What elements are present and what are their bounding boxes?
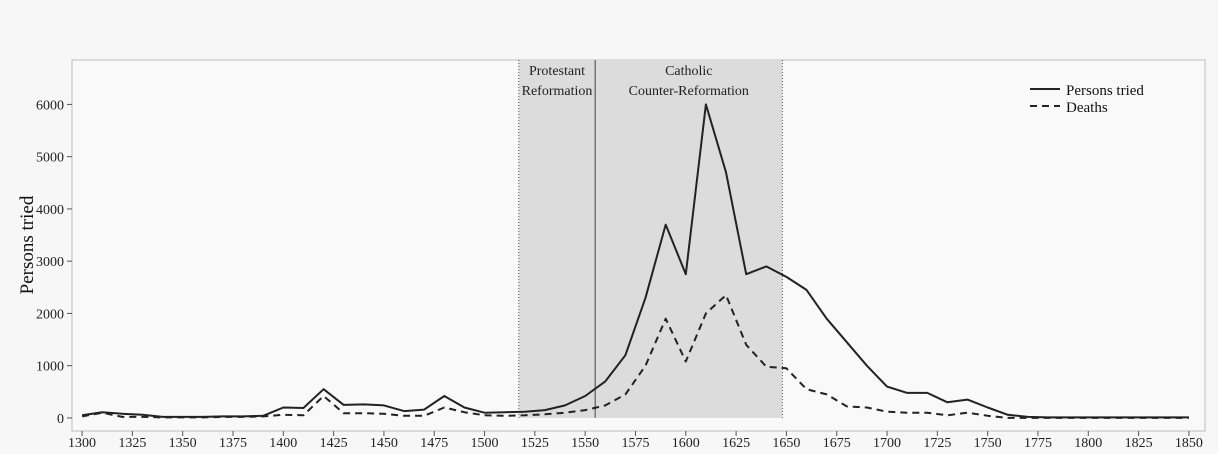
y-tick-label-6000: 6000	[36, 98, 64, 113]
x-tick-label-1700: 1700	[873, 436, 901, 451]
legend-label-persons-tried: Persons tried	[1066, 83, 1144, 99]
x-tick-label-1775: 1775	[1024, 436, 1052, 451]
x-tick-label-1525: 1525	[521, 436, 549, 451]
y-tick-label-3000: 3000	[36, 255, 64, 270]
legend-label-deaths: Deaths	[1066, 100, 1108, 116]
y-axis-title: Persons tried	[17, 195, 38, 294]
x-tick-label-1650: 1650	[772, 436, 800, 451]
x-tick-label-1425: 1425	[320, 436, 348, 451]
y-tick-label-5000: 5000	[36, 151, 64, 166]
y-tick-label-4000: 4000	[36, 203, 64, 218]
x-tick-label-1850: 1850	[1175, 436, 1203, 451]
x-tick-label-1675: 1675	[823, 436, 851, 451]
x-tick-label-1450: 1450	[370, 436, 398, 451]
x-tick-label-1600: 1600	[672, 436, 700, 451]
series-line-deaths	[81, 294, 1189, 419]
y-tick-label-1000: 1000	[36, 360, 64, 375]
x-tick-label-1750: 1750	[974, 436, 1002, 451]
x-tick-label-1725: 1725	[923, 436, 951, 451]
x-tick-label-1575: 1575	[621, 436, 649, 451]
shaded-band-protestant-reformation	[518, 60, 596, 418]
y-tick-label-2000: 2000	[36, 307, 64, 322]
shaded-band-catholic-counter-reformation-label-line-1: Catholic	[665, 64, 712, 79]
series-line-persons-tried	[81, 103, 1189, 419]
x-tick-label-1475: 1475	[420, 436, 448, 451]
x-tick-label-1550: 1550	[571, 436, 599, 451]
shaded-band-catholic-counter-reformation	[595, 60, 783, 418]
x-tick-label-1325: 1325	[118, 436, 146, 451]
shaded-band-protestant-reformation-label-line-2: Reformation	[522, 84, 593, 99]
x-tick-label-1400: 1400	[269, 436, 297, 451]
x-tick-label-1375: 1375	[219, 436, 247, 451]
x-tick-label-1500: 1500	[471, 436, 499, 451]
x-tick-label-1825: 1825	[1125, 436, 1153, 451]
y-tick-label-0: 0	[57, 412, 64, 427]
legend: Persons tried Deaths	[1030, 83, 1144, 116]
x-tick-label-1625: 1625	[722, 436, 750, 451]
x-tick-label-1800: 1800	[1074, 436, 1102, 451]
x-tick-label-1350: 1350	[169, 436, 197, 451]
shaded-band-catholic-counter-reformation-label-line-2: Counter-Reformation	[629, 84, 749, 99]
shaded-band-protestant-reformation-label-line-1: Protestant	[529, 64, 585, 79]
x-tick-label-1300: 1300	[68, 436, 96, 451]
